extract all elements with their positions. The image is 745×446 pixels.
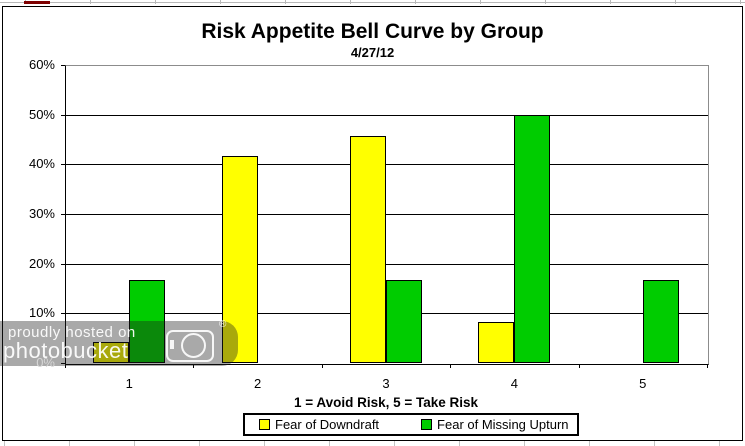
chart-subtitle: 4/27/12 [350, 45, 395, 60]
registered-trademark-icon: ® [219, 319, 227, 330]
sheet-column-gridline [264, 441, 265, 446]
sheet-column-gridline [69, 441, 70, 446]
x-tick-label: 2 [253, 376, 262, 391]
bar-yellow [350, 136, 386, 363]
bar-yellow [222, 156, 258, 363]
sheet-column-gridline [199, 441, 200, 446]
y-axis-tick [61, 114, 65, 116]
sheet-column-gridline [459, 441, 460, 446]
sheet-column-gridline [329, 441, 330, 446]
x-tick-label: 4 [510, 376, 518, 391]
sheet-column-tick [220, 0, 221, 4]
x-axis-tick [707, 364, 708, 368]
sheet-column-gridline [4, 441, 5, 446]
sheet-column-tick [610, 0, 611, 4]
sheet-row-gridline-top [0, 2, 745, 3]
sheet-column-tick [675, 0, 676, 4]
legend-item: Fear of Missing Upturn [421, 417, 569, 432]
y-axis-tick [61, 363, 65, 364]
watermark-line2: photobucket [3, 338, 129, 363]
sheet-column-tick [545, 0, 546, 4]
photobucket-watermark: proudly hosted on photobucket ® [0, 319, 238, 366]
camera-icon [166, 330, 214, 362]
bar-green [514, 115, 550, 363]
camera-notch-icon [170, 340, 174, 349]
y-tick-label: 30% [28, 206, 55, 221]
sheet-column-tick [155, 0, 156, 4]
y-tick-label: 20% [28, 255, 55, 271]
red-cell-mark [24, 1, 50, 4]
x-tick-label: 3 [382, 376, 390, 391]
y-tick-label: 10% [28, 305, 55, 321]
chart-legend: Fear of Downdraft Fear of Missing Upturn [243, 413, 579, 436]
legend-label: Fear of Downdraft [275, 417, 380, 432]
sheet-column-tick [285, 0, 286, 4]
gridline [66, 114, 708, 116]
sheet-column-tick [350, 0, 351, 4]
legend-swatch-icon [259, 419, 270, 430]
gridline [66, 263, 708, 265]
x-axis-tick [65, 364, 66, 368]
y-axis-tick [61, 313, 65, 315]
y-axis-tick [61, 164, 65, 166]
legend-item: Fear of Downdraft [259, 417, 379, 432]
legend-label: Fear of Missing Upturn [437, 417, 569, 432]
sheet-column-tick [90, 0, 91, 4]
sheet-column-gridline [394, 441, 395, 446]
y-axis-tick [61, 214, 65, 215]
bar-green [129, 280, 165, 363]
sheet-column-gridline [134, 441, 135, 446]
y-tick-label: 50% [28, 106, 55, 122]
y-tick-label: 60% [28, 57, 55, 72]
sheet-column-gridline [589, 441, 590, 446]
x-tick-label: 5 [639, 376, 647, 391]
x-axis-tick [193, 364, 194, 368]
gridline [66, 164, 708, 166]
bar-green [386, 280, 422, 363]
camera-lens-icon [181, 333, 206, 358]
sheet-column-gridline [524, 441, 525, 446]
bar-green [643, 280, 679, 363]
y-tick-label: 40% [28, 156, 55, 172]
y-axis-tick [61, 263, 65, 265]
sheet-column-tick [740, 0, 741, 4]
x-tick-label: 1 [125, 376, 133, 391]
x-axis-title: 1 = Avoid Risk, 5 = Take Risk [293, 395, 479, 410]
sheet-column-gridline [654, 441, 655, 446]
y-tick-label: 0% [36, 355, 55, 370]
legend-swatch-icon [421, 419, 433, 430]
bar-yellow [93, 342, 129, 363]
sheet-column-tick [480, 0, 481, 4]
gridline [66, 214, 708, 215]
y-axis-tick [61, 65, 65, 66]
watermark-line1: proudly hosted on [8, 324, 136, 341]
x-axis-tick [579, 364, 580, 368]
sheet-column-tick [415, 0, 416, 4]
chart-title: Risk Appetite Bell Curve by Group [201, 20, 544, 43]
sheet-column-gridline [719, 441, 720, 446]
x-axis-tick [450, 364, 451, 368]
bar-yellow [478, 322, 514, 363]
x-axis-tick [322, 364, 323, 368]
chart-area: Risk Appetite Bell Curve by Group 4/27/1… [2, 6, 743, 441]
